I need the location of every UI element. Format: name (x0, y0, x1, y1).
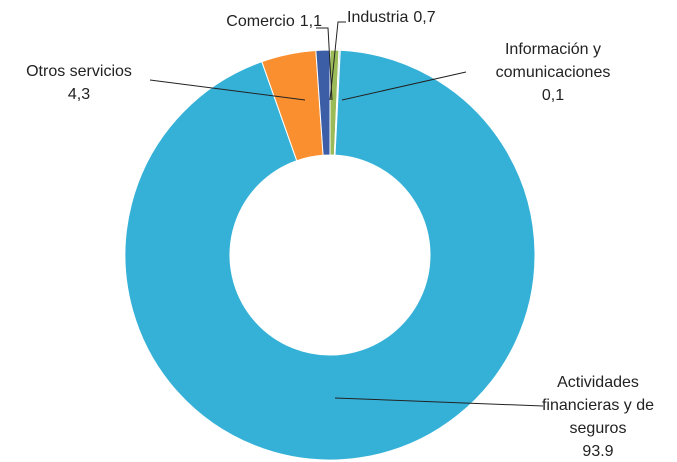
value-label: 0,7 (413, 9, 436, 26)
donut-slice (124, 49, 536, 461)
value-label: 1,1 (299, 13, 322, 30)
slice-label: Información y comunicaciones 0,1 (478, 38, 628, 107)
category-name: Actividades financieras y de seguros (541, 374, 655, 437)
value-label: 93.9 (582, 443, 614, 460)
leader-line (341, 71, 467, 101)
slice-label: Actividades financieras y de seguros 93.9 (528, 371, 668, 462)
value-label: 4,3 (67, 86, 91, 103)
leader-line (149, 79, 306, 101)
category-name: Industria (347, 9, 409, 26)
slice-label: Comercio 1,1 (172, 10, 322, 33)
donut-slice (315, 49, 331, 156)
leader-line (334, 397, 544, 407)
slice-label: Industria 0,7 (347, 6, 487, 29)
category-name: Información y comunicaciones (495, 41, 611, 81)
leader-line (329, 21, 346, 101)
category-name: Otros servicios (26, 63, 132, 80)
value-label: 0,1 (541, 87, 565, 104)
category-name: Comercio (226, 13, 295, 30)
leader-line (316, 27, 333, 101)
slice-label: Otros servicios 4,3 (4, 60, 154, 106)
